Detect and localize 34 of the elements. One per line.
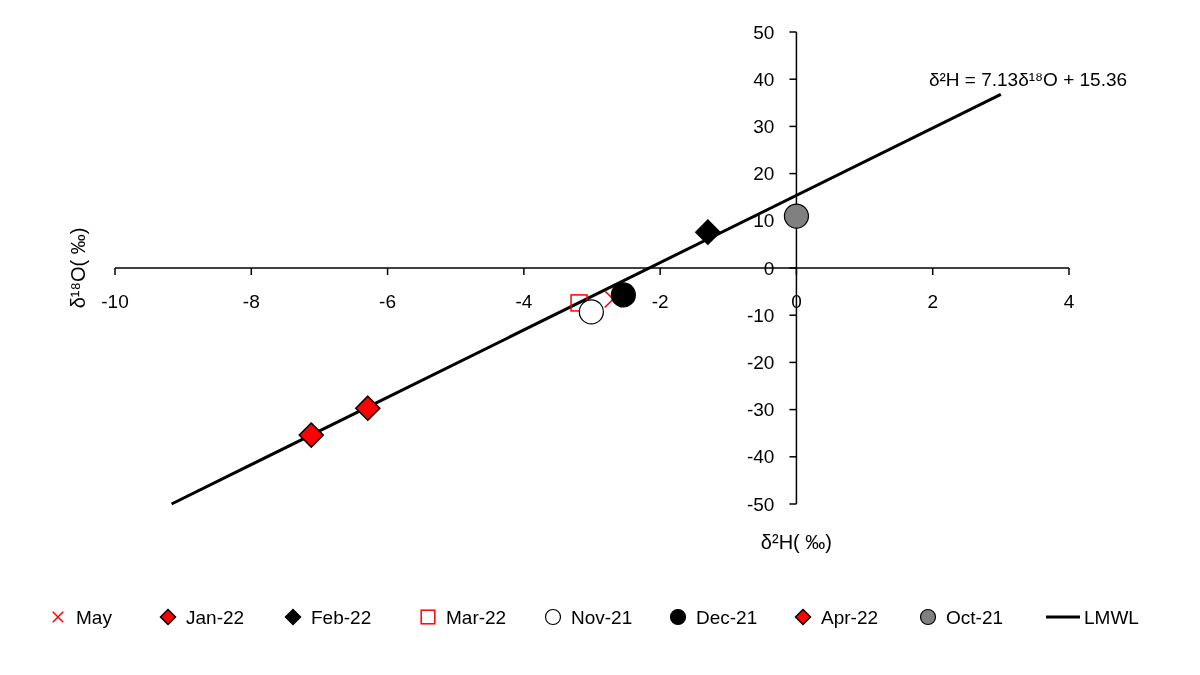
point xyxy=(298,422,324,448)
x-tick-label: -10 xyxy=(101,291,129,312)
x-tick-label: 2 xyxy=(927,291,938,312)
y-tick-label: 20 xyxy=(753,163,775,185)
x-tick-label: -4 xyxy=(515,291,533,312)
legend-label: Mar-22 xyxy=(446,606,507,628)
y-tick-label: 40 xyxy=(753,68,775,90)
point xyxy=(610,282,636,308)
x-tick-label: -8 xyxy=(242,291,260,312)
x-tick-label: -6 xyxy=(379,291,397,312)
x-tick-label: 4 xyxy=(1063,291,1075,312)
point xyxy=(783,203,810,229)
x-tick-label: -2 xyxy=(651,291,669,312)
y-tick-label: -40 xyxy=(746,446,775,468)
point xyxy=(355,395,381,421)
legend-label: May xyxy=(76,606,113,628)
point xyxy=(695,219,721,245)
legend-label: Dec-21 xyxy=(696,606,758,628)
point xyxy=(570,294,588,312)
y-tick-label: -50 xyxy=(746,493,775,515)
x-axis-title: δ²H( ‰) xyxy=(760,531,832,553)
y-tick-label: 50 xyxy=(753,21,775,43)
legend-label: Feb-22 xyxy=(311,606,372,628)
y-tick-label: -30 xyxy=(746,399,775,421)
point xyxy=(578,299,604,325)
y-axis-title: δ¹⁸O( ‰) xyxy=(67,227,89,309)
annotation: δ²H = 7.13δ¹⁸O + 15.36 xyxy=(928,69,1128,90)
y-tick-label: -20 xyxy=(746,352,775,374)
legend-label: Nov-21 xyxy=(571,606,633,628)
y-tick-label: 30 xyxy=(753,116,775,138)
legend-label: Apr-22 xyxy=(821,606,879,628)
legend-label: Jan-22 xyxy=(186,606,245,628)
legend-label: LMWL xyxy=(1084,606,1139,628)
legend-label: Oct-21 xyxy=(946,606,1004,628)
